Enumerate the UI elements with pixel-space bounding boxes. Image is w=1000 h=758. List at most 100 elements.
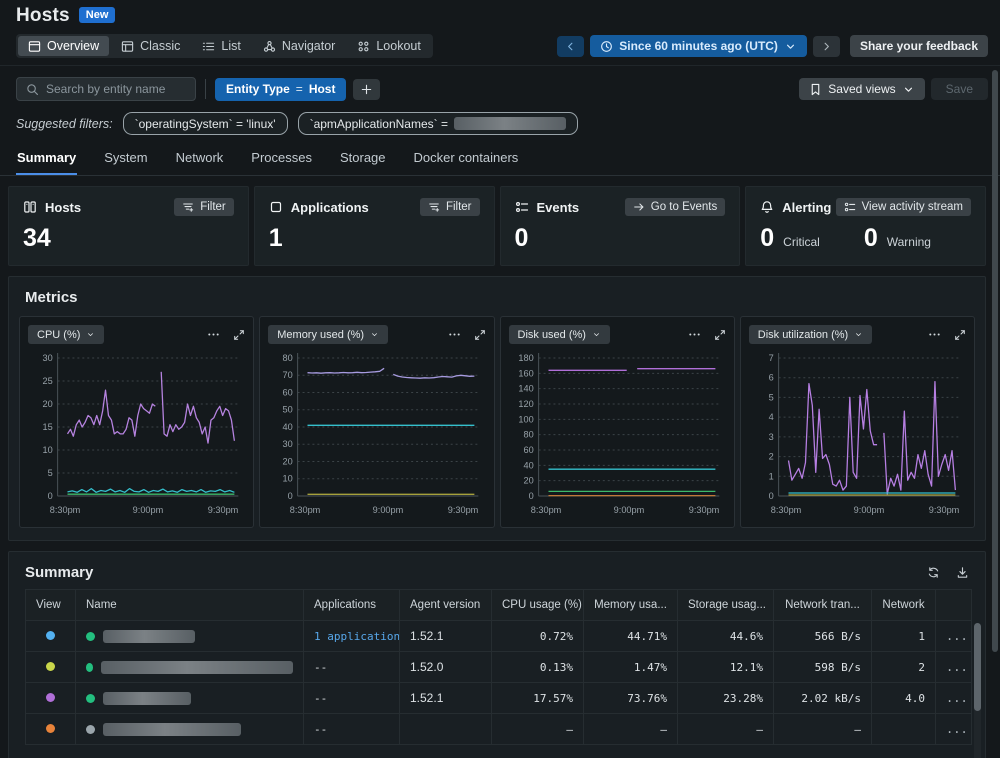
entity-type-chip[interactable]: Entity Type = Host bbox=[215, 78, 346, 101]
svg-text:140: 140 bbox=[518, 384, 533, 394]
svg-text:30: 30 bbox=[283, 439, 293, 449]
view-switcher-classic[interactable]: Classic bbox=[111, 36, 190, 56]
svg-text:0: 0 bbox=[528, 491, 533, 501]
chart-metric-dropdown[interactable]: CPU (%) bbox=[28, 325, 104, 344]
tab-processes[interactable]: Processes bbox=[250, 145, 313, 175]
tab-summary[interactable]: Summary bbox=[16, 145, 77, 175]
download-icon[interactable] bbox=[956, 566, 969, 579]
name-cell bbox=[76, 652, 304, 683]
view-switcher-navigator[interactable]: Navigator bbox=[253, 36, 346, 56]
chart-title: Memory used (%) bbox=[277, 329, 364, 341]
view-dot[interactable] bbox=[46, 693, 55, 702]
svg-text:9:30pm: 9:30pm bbox=[928, 505, 959, 515]
add-filter-button[interactable] bbox=[353, 79, 380, 100]
view-activity-stream-button[interactable]: View activity stream bbox=[836, 198, 971, 216]
tab-system[interactable]: System bbox=[103, 145, 148, 175]
chart-metric-dropdown[interactable]: Memory used (%) bbox=[268, 325, 388, 344]
tab-network[interactable]: Network bbox=[175, 145, 225, 175]
svg-text:50: 50 bbox=[283, 405, 293, 415]
row-actions-button[interactable]: ... bbox=[936, 652, 972, 683]
chart-title: Disk utilization (%) bbox=[758, 329, 848, 341]
svg-text:70: 70 bbox=[283, 370, 293, 380]
column-header-agent-version[interactable]: Agent version bbox=[400, 590, 492, 621]
time-controls: Since 60 minutes ago (UTC) Share your fe… bbox=[557, 35, 988, 57]
stat-value-label: Critical bbox=[783, 235, 820, 249]
stat-value-group: 0Warning bbox=[864, 224, 931, 253]
chart-expand-icon[interactable] bbox=[233, 329, 245, 341]
column-header-network[interactable]: Network bbox=[872, 590, 936, 621]
chart-menu-icon[interactable] bbox=[688, 328, 701, 341]
filter-button[interactable]: Filter bbox=[420, 198, 480, 216]
chart-metric-dropdown[interactable]: Disk used (%) bbox=[509, 325, 610, 344]
refresh-icon[interactable] bbox=[927, 566, 940, 579]
summary-panel: Summary ViewNameApplicationsAgent versio… bbox=[8, 551, 986, 758]
chart-menu-icon[interactable] bbox=[928, 328, 941, 341]
new-badge: New bbox=[79, 7, 116, 23]
saved-views-button[interactable]: Saved views bbox=[799, 78, 924, 100]
view-dot[interactable] bbox=[46, 724, 55, 733]
agent-version-cell: 1.52.0 bbox=[400, 652, 492, 683]
svg-text:9:00pm: 9:00pm bbox=[613, 505, 644, 515]
feedback-button[interactable]: Share your feedback bbox=[850, 35, 988, 57]
view-switcher-lookout[interactable]: Lookout bbox=[347, 36, 430, 56]
svg-text:9:30pm: 9:30pm bbox=[688, 505, 719, 515]
stat-cards: HostsFilter34ApplicationsFilter1EventsGo… bbox=[8, 186, 986, 266]
network-transmit-cell: 598 B/s bbox=[774, 652, 872, 683]
svg-text:6: 6 bbox=[768, 373, 773, 383]
chart-menu-icon[interactable] bbox=[448, 328, 461, 341]
line-chart: 010203040506070808:30pm9:00pm9:30pm bbox=[268, 348, 485, 520]
column-header-cpu-usage-[interactable]: CPU usage (%) bbox=[492, 590, 584, 621]
tab-docker-containers[interactable]: Docker containers bbox=[413, 145, 520, 175]
table-scrollbar[interactable] bbox=[974, 623, 981, 758]
chip-value: Host bbox=[309, 82, 336, 96]
search-input[interactable] bbox=[46, 82, 186, 96]
column-header-view[interactable]: View bbox=[26, 590, 76, 621]
svg-text:80: 80 bbox=[283, 353, 293, 363]
column-header-network-tran-[interactable]: Network tran... bbox=[774, 590, 872, 621]
row-actions-button[interactable]: ... bbox=[936, 714, 972, 745]
action-label: Go to Events bbox=[651, 201, 717, 213]
suggested-filter-chip[interactable]: `operatingSystem` = 'linux' bbox=[123, 112, 288, 135]
page-scrollbar[interactable] bbox=[992, 70, 998, 652]
chart-expand-icon[interactable] bbox=[714, 329, 726, 341]
column-header-memory-usa-[interactable]: Memory usa... bbox=[584, 590, 678, 621]
row-actions-button[interactable]: ... bbox=[936, 683, 972, 714]
row-actions-button[interactable]: ... bbox=[936, 621, 972, 652]
stat-card-label: Applications bbox=[291, 200, 369, 215]
column-header-applications[interactable]: Applications bbox=[304, 590, 400, 621]
events-icon bbox=[515, 200, 529, 214]
chevron-down-icon bbox=[86, 330, 95, 339]
stat-card-label: Hosts bbox=[45, 200, 81, 215]
chart-expand-icon[interactable] bbox=[954, 329, 966, 341]
column-header-storage-usag-[interactable]: Storage usag... bbox=[678, 590, 774, 621]
view-dot[interactable] bbox=[46, 662, 55, 671]
view-switcher-list[interactable]: List bbox=[192, 36, 250, 56]
tab-storage[interactable]: Storage bbox=[339, 145, 387, 175]
chevron-down-icon bbox=[784, 40, 797, 53]
view-switcher-overview[interactable]: Overview bbox=[18, 36, 109, 56]
stat-card-alerting: AlertingView activity stream0Critical0Wa… bbox=[745, 186, 986, 266]
chart-menu-icon[interactable] bbox=[207, 328, 220, 341]
bell-icon bbox=[760, 200, 774, 214]
applications-cell[interactable]: 1 application bbox=[304, 621, 400, 652]
view-dot[interactable] bbox=[46, 631, 55, 640]
divider bbox=[205, 79, 206, 99]
chart-metric-dropdown[interactable]: Disk utilization (%) bbox=[749, 325, 872, 344]
chevron-down-icon bbox=[592, 330, 601, 339]
time-picker-button[interactable]: Since 60 minutes ago (UTC) bbox=[590, 35, 807, 57]
metrics-panel: Metrics CPU (%)0510152025308:30pm9:00pm9… bbox=[8, 276, 986, 541]
name-cell bbox=[76, 714, 304, 745]
suggested-filter-chip[interactable]: `apmApplicationNames` = bbox=[298, 112, 578, 135]
stat-card-title: Applications bbox=[269, 200, 369, 215]
applications-cell: -- bbox=[304, 683, 400, 714]
time-forward-button[interactable] bbox=[813, 36, 840, 57]
time-back-button[interactable] bbox=[557, 36, 584, 57]
chip-op: = bbox=[296, 82, 303, 96]
chart-expand-icon[interactable] bbox=[474, 329, 486, 341]
view-cell bbox=[26, 652, 76, 683]
save-button[interactable]: Save bbox=[931, 78, 988, 100]
go-to-events-button[interactable]: Go to Events bbox=[625, 198, 725, 216]
filter-button[interactable]: Filter bbox=[174, 198, 234, 216]
memory-usage-cell: 73.76% bbox=[584, 683, 678, 714]
column-header-name[interactable]: Name bbox=[76, 590, 304, 621]
